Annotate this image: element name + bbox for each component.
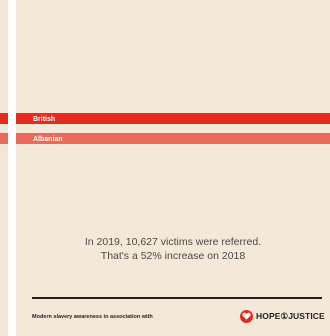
left-marker-albanian (0, 133, 8, 144)
bar-british (16, 113, 330, 124)
heart-icon (240, 309, 253, 323)
bar-chart: British Albanian (16, 113, 330, 144)
footer-association-text: Modern slavery awareness in association … (32, 314, 153, 320)
logo-text: HOPE①JUSTICE (256, 310, 325, 321)
bar-label-british: British (33, 116, 55, 123)
bar-label-albanian: Albanian (33, 136, 63, 143)
hope-for-justice-logo: HOPE①JUSTICE (240, 309, 325, 323)
bar-albanian (16, 133, 330, 144)
caption-line-2: That's a 52% increase on 2018 (100, 250, 246, 262)
left-marker-british (0, 113, 8, 124)
footer-divider (32, 297, 322, 299)
left-panel-edge (0, 0, 8, 336)
caption-line-1: In 2019, 10,627 victims were referred. (84, 236, 262, 248)
infographic-card: British Albanian In 2019, 10,627 victims … (16, 0, 330, 336)
